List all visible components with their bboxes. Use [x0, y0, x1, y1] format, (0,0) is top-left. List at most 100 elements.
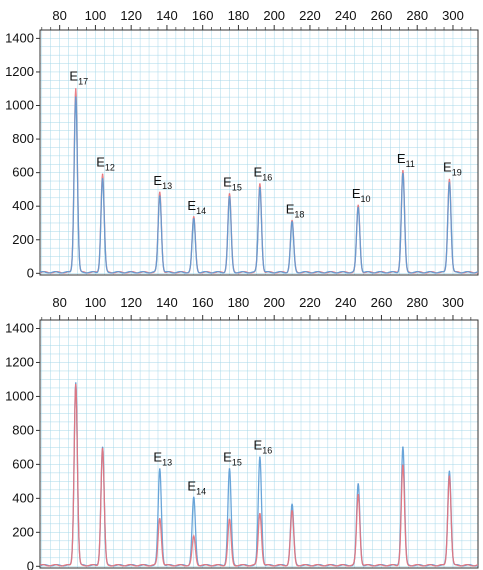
y-tick-label: 0 — [27, 265, 34, 280]
peak-label: E16 — [254, 438, 273, 456]
peak-point — [159, 468, 161, 471]
y-tick-label: 1200 — [5, 64, 34, 79]
plot-frame — [39, 319, 479, 569]
x-tick-label: 80 — [52, 8, 66, 23]
peak-point — [402, 446, 404, 448]
peak-label: E10 — [352, 186, 371, 204]
x-tick-label: 260 — [371, 295, 393, 310]
plot-frame — [39, 29, 479, 276]
peak-point — [448, 470, 450, 472]
x-tick-label: 200 — [263, 8, 285, 23]
y-tick-label: 400 — [12, 490, 34, 505]
peak-point — [448, 182, 450, 184]
peak-point — [228, 193, 231, 196]
peak-point — [228, 468, 231, 471]
y-tick-label: 800 — [12, 131, 34, 146]
x-tick-label: 240 — [335, 8, 357, 23]
x-tick-label: 300 — [442, 295, 464, 310]
peak-label: E13 — [153, 449, 172, 467]
peak-point — [259, 187, 261, 189]
grid-lines — [40, 29, 478, 275]
peak-label: E11 — [397, 151, 415, 169]
x-tick-label: 220 — [299, 295, 321, 310]
peak-point — [193, 536, 195, 539]
peak-label: E13 — [153, 173, 172, 191]
chart-panel-bottom: 80 100 120 140 160 180 200 220 240 260 280 300 0 200 4… — [5, 295, 479, 570]
y-tick-label: 200 — [12, 232, 34, 247]
series-trace — [39, 96, 479, 274]
x-tick-label: 240 — [335, 295, 357, 310]
peak-point — [291, 511, 293, 513]
peak-label: E14 — [187, 198, 206, 216]
peak-point — [75, 383, 77, 386]
y-tick-label: 400 — [12, 198, 34, 213]
peak-point — [75, 382, 77, 384]
x-tick-label: 300 — [442, 8, 464, 23]
y-tick-label: 1200 — [5, 354, 34, 369]
x-tick-label: 140 — [156, 8, 178, 23]
peak-point — [101, 446, 104, 448]
peak-point — [402, 170, 404, 172]
x-tick-label: 100 — [85, 8, 107, 23]
series-trace — [39, 383, 479, 567]
peak-point — [291, 504, 293, 506]
peak-point — [402, 173, 404, 175]
x-tick-label: 280 — [406, 295, 428, 310]
peak-point — [357, 205, 359, 207]
peak-label: E19 — [443, 159, 462, 177]
peak-point — [193, 219, 195, 221]
peak-point — [101, 173, 104, 175]
peak-label: E18 — [286, 201, 305, 219]
x-tick-label: 260 — [371, 8, 393, 23]
y-tick-label: 600 — [12, 165, 34, 180]
y-tick-label: 1400 — [5, 30, 34, 45]
peak-point — [159, 195, 161, 197]
x-tick-label: 120 — [120, 8, 142, 23]
peak-point — [357, 494, 359, 496]
x-tick-label: 80 — [52, 295, 66, 310]
x-tick-label: 280 — [406, 8, 428, 23]
x-tick-label: 220 — [299, 8, 321, 23]
peak-label: E15 — [223, 174, 242, 192]
x-tick-label: 160 — [192, 295, 214, 310]
peak-point — [357, 207, 359, 209]
y-tick-label: 0 — [27, 558, 34, 570]
y-tick-label: 1400 — [5, 320, 34, 335]
peak-point — [75, 88, 77, 90]
peak-point — [402, 465, 404, 467]
x-tick-label: 180 — [228, 8, 250, 23]
x-tick-label: 140 — [156, 295, 178, 310]
peak-point — [228, 519, 231, 522]
peak-point — [159, 518, 161, 520]
x-tick-label: 200 — [263, 295, 285, 310]
peak-point — [101, 448, 104, 450]
peak-point — [101, 178, 104, 180]
peak-label: E12 — [96, 154, 115, 172]
peak-point — [259, 183, 261, 185]
y-tick-label: 1000 — [5, 98, 34, 113]
peak-label: E14 — [187, 478, 206, 496]
chart-panel-top: 80 100 120 140 160 180 200 220 240 260 280 300 0 200 4… — [5, 8, 479, 280]
peak-point — [259, 513, 261, 515]
x-tick-label: 180 — [228, 295, 250, 310]
peak-label: E16 — [254, 164, 273, 182]
peak-point — [75, 96, 77, 98]
y-tick-label: 600 — [12, 456, 34, 471]
peak-point — [357, 484, 359, 486]
peak-point — [448, 475, 450, 477]
peak-label: E15 — [223, 449, 242, 467]
y-tick-label: 200 — [12, 524, 34, 539]
peak-label: E17 — [69, 69, 88, 87]
y-tick-label: 1000 — [5, 388, 34, 403]
peak-point — [159, 192, 161, 194]
x-tick-label: 100 — [85, 295, 107, 310]
peak-point — [291, 222, 293, 224]
peak-point — [448, 178, 450, 180]
peak-point — [228, 197, 231, 199]
x-tick-label: 160 — [192, 8, 214, 23]
x-tick-label: 120 — [120, 295, 142, 310]
y-tick-label: 800 — [12, 422, 34, 437]
peak-point — [259, 456, 261, 459]
peak-point — [193, 497, 195, 499]
